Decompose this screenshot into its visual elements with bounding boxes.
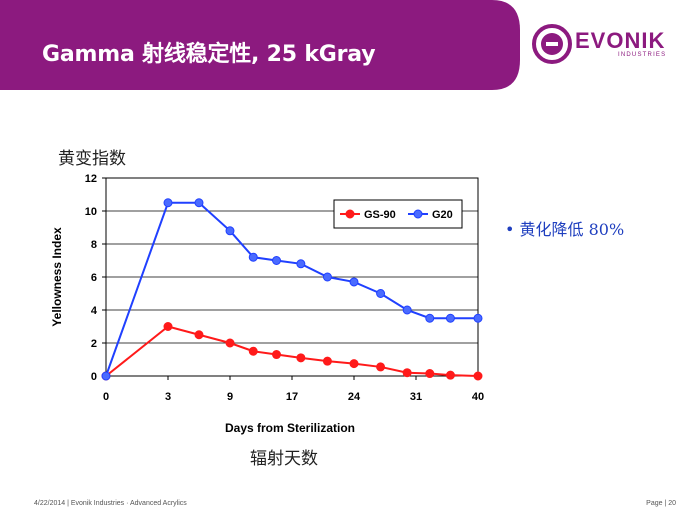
- bullet-point: • 黄化降低 80%: [505, 220, 625, 239]
- data-point-g20-2: [194, 198, 204, 208]
- x-tick-label-24: 24: [348, 391, 361, 403]
- y-axis-label: Yellowness Index: [50, 227, 64, 327]
- x-tick-label-0: 0: [103, 391, 109, 403]
- data-point-g20-0: [101, 371, 111, 381]
- data-point-gs-90-7: [322, 356, 332, 366]
- data-point-g20-9: [376, 289, 386, 298]
- legend-label-gs90: GS-90: [364, 209, 396, 221]
- data-point-gs-90-2: [194, 330, 204, 340]
- data-point-g20-5: [272, 256, 281, 265]
- data-point-g20-8: [349, 277, 359, 287]
- data-point-gs-90-11: [425, 369, 435, 379]
- data-point-gs-90-9: [376, 362, 386, 372]
- series-line-g20: [105, 201, 478, 377]
- data-point-g20-1: [163, 198, 173, 208]
- data-point-gs-90-5: [272, 350, 281, 360]
- evonik-logo: [532, 24, 572, 64]
- data-point-g20-12: [445, 313, 455, 323]
- data-point-g20-4: [248, 252, 258, 262]
- legend-marker-g20: [413, 209, 423, 219]
- data-point-gs-90-13: [473, 371, 483, 381]
- x-tick-label-17: 17: [286, 391, 298, 403]
- y-tick-label-8: 8: [91, 239, 97, 251]
- slide-title: Gamma 射线稳定性, 25 kGray: [42, 42, 376, 67]
- x-tick-label-9: 9: [227, 391, 233, 403]
- data-point-gs-90-3: [225, 338, 235, 348]
- data-point-gs-90-1: [163, 322, 173, 331]
- y-tick-label-10: 10: [85, 206, 97, 218]
- x-axis-label: Days from Sterilization: [225, 421, 355, 435]
- data-point-gs-90-6: [296, 353, 306, 363]
- footer-date-company: 4/22/2014 | Evonik Industries · Advanced…: [34, 500, 187, 507]
- x-tick-label-40: 40: [472, 391, 484, 403]
- legend-label-g20: G20: [432, 209, 453, 221]
- data-point-gs-90-12: [445, 370, 455, 380]
- y-tick-label-4: 4: [91, 305, 98, 317]
- data-point-gs-90-4: [248, 346, 258, 356]
- data-point-gs-90-8: [349, 359, 359, 369]
- data-point-g20-7: [322, 272, 332, 282]
- data-point-g20-3: [225, 226, 235, 236]
- chinese-y-label: 黄变指数: [58, 149, 126, 169]
- data-point-gs-90-10: [402, 368, 412, 378]
- logo-wordmark: EVONIK: [575, 28, 666, 53]
- y-tick-label-12: 12: [85, 173, 97, 185]
- logo-subtitle: INDUSTRIES: [618, 52, 667, 58]
- data-point-g20-10: [402, 305, 412, 315]
- x-tick-label-31: 31: [410, 391, 422, 403]
- legend: GS-90 G20: [333, 199, 463, 229]
- chinese-x-label: 辐射天数: [250, 449, 318, 469]
- data-point-g20-13: [473, 313, 483, 323]
- y-tick-label-6: 6: [91, 272, 97, 284]
- y-tick-label-2: 2: [91, 338, 97, 350]
- x-tick-label-3: 3: [165, 391, 171, 403]
- legend-marker-gs90: [345, 209, 355, 219]
- data-point-g20-6: [296, 259, 306, 269]
- title-banner: [0, 0, 520, 90]
- y-tick-label-0: 0: [91, 371, 97, 383]
- series-line-gs-90: [105, 325, 479, 377]
- banner-shape: [0, 0, 520, 90]
- footer-page-number: Page | 20: [646, 500, 676, 507]
- data-point-g20-11: [425, 313, 435, 323]
